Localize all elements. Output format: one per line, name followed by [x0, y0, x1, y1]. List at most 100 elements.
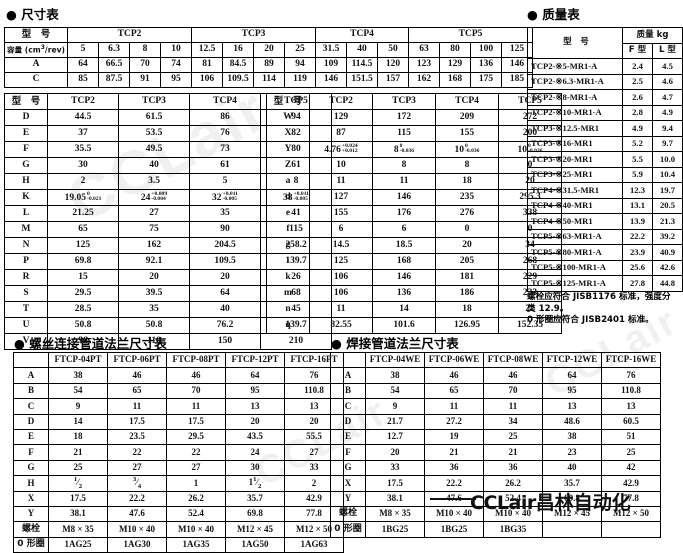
table-cell: 24 — [225, 444, 285, 461]
table-cell: 70 — [129, 57, 161, 73]
table-cell: 52.4 — [166, 505, 226, 523]
table-row: G 25 27 27 30 33 — [13, 459, 344, 477]
table-row: m 106 136 186 233 — [266, 285, 562, 302]
table-cell: 155 — [309, 205, 373, 222]
row-label: U — [4, 317, 48, 334]
table-cell: 1BG25 — [424, 521, 484, 538]
capacity-value: 8 — [129, 42, 161, 58]
table-cell: 36 — [424, 459, 484, 477]
row-label: q — [266, 317, 310, 334]
table-cell: 14 — [372, 301, 436, 318]
table-header-row: 型 号 TCP2 TCP3 TCP4 TCP5 — [4, 27, 533, 43]
table-cell: 43.5 — [225, 428, 285, 446]
mass-l: 4.9 — [652, 104, 683, 121]
table-cell: 89 — [253, 57, 285, 73]
table-row: TCP5-※80-MR1-A 23.9 40.9 — [527, 244, 683, 261]
table-cell: 2 — [47, 173, 119, 190]
table-row: X 17.5 22.2 26.2 35.7 42.9 — [13, 490, 344, 507]
column-header: FTCP-12PT — [225, 351, 285, 369]
table-cell: 119 — [284, 72, 316, 88]
mass-l: 44.8 — [652, 275, 683, 292]
table-cell: 1AG63 — [284, 536, 344, 553]
column-header: TCP4 — [435, 93, 499, 110]
table-cell-tolerance: 32 +0.011 -0.005 — [189, 189, 261, 206]
mass-l: 39.2 — [652, 228, 683, 245]
table-row: X 17.5 22.2 26.2 35.7 42.9 — [330, 475, 661, 492]
table-cell: 125 — [47, 237, 119, 254]
table-row: U 50.8 50.8 76.2 139.7 — [4, 317, 332, 334]
table-cell: 77.8 — [601, 490, 661, 507]
table-cell: 21 — [483, 444, 543, 461]
table-cell: 53.5 — [118, 125, 190, 142]
table-cell: 35.7 — [542, 475, 602, 492]
group-header: TCP2 — [67, 27, 192, 43]
table-row: C 85 87.5 91 95 106 109.5 114 119 146 151.5 157 162 1… — [4, 72, 533, 88]
table-cell: 38.1 — [48, 505, 108, 523]
mass-f: 25.6 — [622, 259, 653, 276]
mass-l: 19.7 — [652, 182, 683, 199]
table-cell: 42.9 — [601, 475, 661, 492]
model-name: TCP2-※8-MR1-A — [527, 89, 623, 106]
column-header: FTCP-06WE — [424, 351, 484, 369]
table-cell: 18 — [48, 428, 108, 446]
table-row: 0 形圈 1BG25 1BG25 1BG35 — [330, 521, 661, 538]
note-line: 0 形圈应符合 JISB2401 标准。 — [527, 315, 654, 326]
model-header: 型 号 — [4, 27, 68, 43]
table-cell: 101.6 — [372, 317, 436, 334]
table-cell: M8 × 35 — [365, 505, 425, 523]
table-row: TCP2-※10-MR1-A 2.8 4.9 — [527, 104, 683, 121]
table-row: V 96 110 150 210 — [4, 333, 332, 350]
table-cell: 175 — [470, 72, 502, 88]
table-cell: 17.5 — [107, 413, 167, 430]
note-line: 螺栓应符合 JISB1176 标准，强度分类 12.9。 — [527, 292, 671, 314]
table-row: B 54 65 70 95 110.8 — [330, 382, 661, 400]
capacity-value: 12.5 — [191, 42, 223, 58]
capacity-label: 容量 (cm3/rev) — [4, 42, 68, 58]
model-name: TCP5-※125-MR1-A — [527, 275, 623, 292]
table-row: Z 10 8 8 0 — [266, 157, 562, 174]
table-cell: 17.5 — [48, 490, 108, 507]
table-cell: 146 — [372, 269, 436, 286]
model-name: TCP4-※40-MR1 — [527, 197, 623, 214]
table-cell: 123 — [408, 57, 440, 73]
capacity-value: 10 — [160, 42, 192, 58]
table-cell: 136 — [470, 57, 502, 73]
table-row: D 21.7 27.2 34 48.6 60.5 — [330, 413, 661, 430]
table-row: X 87 115 155 200 — [266, 125, 562, 142]
table-cell: 129 — [439, 57, 471, 73]
table-cell: 3⁄4 — [107, 475, 167, 492]
table-row: 螺栓 M8 × 35 M10 × 40 M10 × 40 M12 × 45 M12 × 5… — [13, 521, 344, 538]
table-cell: 95 — [225, 382, 285, 400]
table-cell: M10 × 40 — [166, 521, 226, 538]
mass-header: 质量 kg — [622, 27, 683, 44]
column-header: FTCP-04WE — [365, 351, 425, 369]
table-cell: 106 — [191, 72, 223, 88]
table-cell: 205 — [435, 253, 499, 270]
row-label: C — [330, 398, 366, 415]
table-cell: 129 — [309, 109, 373, 126]
table-cell: 1AG35 — [166, 536, 226, 553]
table-header-row: 型 号质量 kg — [527, 27, 683, 59]
table-cell: 55.5 — [284, 428, 344, 446]
table-cell: 157 — [377, 72, 409, 88]
model-name: TCP5-※100-MR1-A — [527, 259, 623, 276]
table-cell: 21.7 — [365, 413, 425, 430]
table-cell: 21.25 — [47, 205, 119, 222]
table-cell: 27 — [107, 459, 167, 477]
table-header-row: FTCP-04WE FTCP-06WE FTCP-08WE FTCP-12WE FTCP… — [330, 351, 661, 369]
table-cell: 1BG25 — [365, 521, 425, 538]
table-cell: M8 × 35 — [48, 521, 108, 538]
table-cell: 52.4 — [483, 490, 543, 507]
mass-f: 5.9 — [622, 166, 653, 183]
row-label: i — [266, 253, 310, 270]
table-cell: 96 — [47, 333, 119, 350]
column-header: FTCP-12WE — [542, 351, 602, 369]
table-cell: 162 — [118, 237, 190, 254]
table-cell: 8 — [435, 157, 499, 174]
table-cell: 64 — [189, 285, 261, 302]
table-cell: 95 — [160, 72, 192, 88]
row-label: Y — [13, 505, 49, 523]
table-cell: 42 — [601, 459, 661, 477]
table-cell: 19 — [424, 428, 484, 446]
table-cell: 35 — [118, 301, 190, 318]
